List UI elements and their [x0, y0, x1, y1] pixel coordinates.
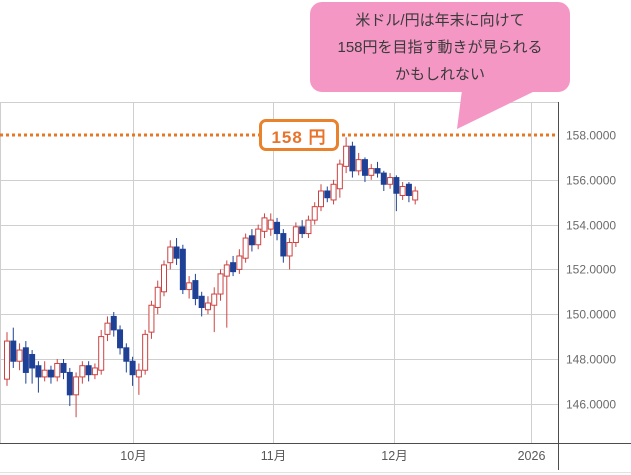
- y-axis-label: 146.0000: [566, 398, 616, 412]
- candle-body-down: [22, 347, 29, 373]
- candle-body-up: [355, 159, 362, 172]
- candle-body-up: [236, 255, 243, 270]
- candle-body-up: [399, 186, 406, 196]
- candle-body-up: [204, 302, 211, 311]
- candle-body-down: [110, 315, 117, 331]
- candle-body-down: [324, 190, 331, 199]
- candle-body-up: [73, 376, 80, 396]
- candle-body-down: [117, 329, 124, 349]
- candle-body-down: [280, 233, 287, 257]
- candle-body-down: [230, 262, 237, 273]
- candle-body-down: [198, 295, 205, 308]
- candle-body-down: [173, 246, 180, 259]
- x-axis-label: 2026: [518, 449, 546, 463]
- candle-body-up: [343, 145, 350, 167]
- candle-body-down: [179, 248, 186, 291]
- candle-body-up: [54, 362, 61, 378]
- candle-body-up: [211, 293, 218, 306]
- candle-body-up: [318, 190, 324, 208]
- candle-body-down: [123, 347, 130, 362]
- candle-body-down: [361, 159, 368, 176]
- candle-body-up: [161, 264, 167, 293]
- annotation-bubble: 米ドル/円は年末に向けて 158円を目指す動きが見られる かもしれない: [310, 2, 570, 92]
- x-axis-label: 12月: [381, 449, 407, 463]
- y-axis-label: 152.0000: [566, 263, 616, 277]
- y-axis-label: 150.0000: [566, 308, 616, 322]
- candle-body-up: [412, 190, 419, 201]
- candle-body-up: [79, 365, 86, 378]
- candle-body-down: [29, 354, 36, 369]
- candle-body-up: [255, 228, 262, 246]
- y-axis-label: 158.0000: [566, 129, 616, 143]
- candle-body-down: [380, 172, 387, 185]
- candle-body-up: [311, 206, 318, 221]
- candle-body-up: [387, 177, 394, 185]
- candle-body-up: [135, 369, 142, 378]
- candle-body-down: [47, 369, 54, 378]
- candle-body-up: [154, 286, 161, 308]
- candle-body-up: [167, 246, 174, 264]
- annotation-line: 158円を目指す動きが見られる: [337, 38, 543, 56]
- candle-body-down: [299, 226, 306, 235]
- candle-body-up: [142, 333, 149, 371]
- candle-body-down: [349, 145, 356, 172]
- annotation-line: かもしれない: [394, 65, 485, 83]
- candle-body-up: [223, 264, 230, 277]
- candle-body-up: [368, 168, 375, 176]
- target-price-label: 158 円: [259, 119, 339, 151]
- candle-body-down: [405, 183, 412, 196]
- candle-body-up: [242, 237, 249, 259]
- y-axis-label: 154.0000: [566, 219, 616, 233]
- candle-body-up: [91, 367, 98, 376]
- candle-body-down: [10, 340, 17, 362]
- candle-body-up: [16, 349, 23, 362]
- candle-body-down: [60, 362, 67, 373]
- candle-body-up: [330, 183, 337, 201]
- x-axis-label: 11月: [261, 449, 286, 463]
- candle-body-up: [186, 282, 193, 291]
- candle-body-up: [104, 322, 111, 335]
- candle-body-down: [393, 177, 400, 194]
- candle-body-down: [192, 280, 199, 300]
- candle-body-down: [374, 168, 381, 174]
- candle-body-up: [261, 217, 268, 232]
- candle-body-down: [248, 235, 255, 246]
- candle-body-up: [217, 273, 224, 295]
- x-axis-label: 10月: [120, 449, 146, 463]
- candle-body-down: [35, 365, 42, 378]
- candle-body-up: [292, 226, 299, 244]
- candle-body-up: [4, 340, 10, 380]
- candle-body-up: [98, 336, 105, 371]
- y-axis-label: 156.0000: [566, 174, 616, 188]
- candle-body-up: [41, 369, 48, 378]
- candle-body-up: [267, 219, 274, 230]
- candle-body-up: [305, 219, 312, 235]
- candle-body-down: [129, 360, 136, 376]
- annotation-line: 米ドル/円は年末に向けて: [355, 11, 525, 29]
- candle-body-up: [336, 163, 343, 190]
- candle-body-down: [274, 221, 281, 235]
- y-axis-label: 148.0000: [566, 353, 616, 367]
- candle-body-down: [66, 371, 73, 396]
- candle-body-down: [85, 365, 92, 376]
- candle-body-up: [148, 304, 155, 333]
- candle-body-up: [286, 242, 293, 257]
